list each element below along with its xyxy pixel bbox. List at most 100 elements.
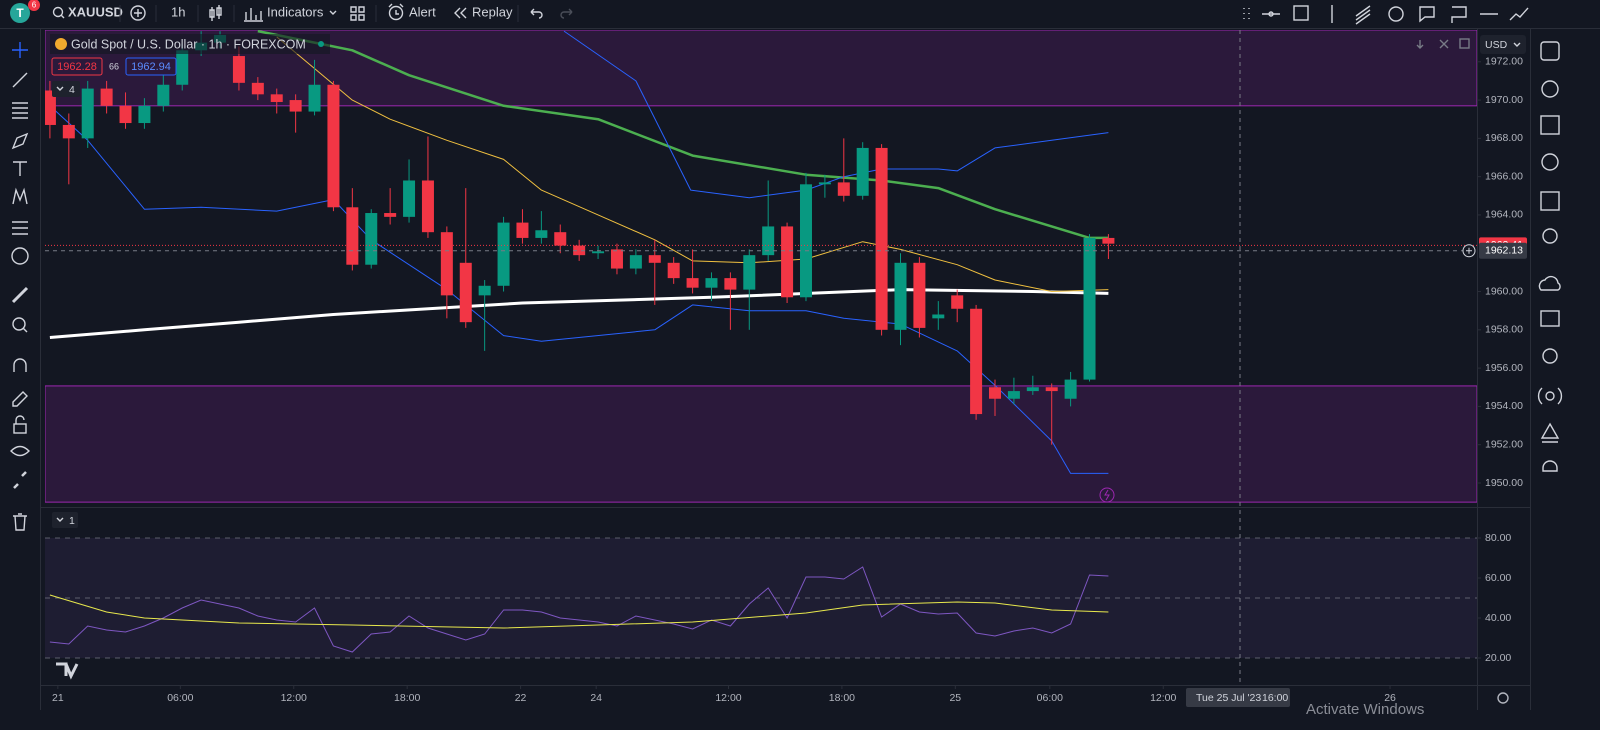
left-toolbar [10,29,41,730]
public-chats[interactable] [1542,348,1558,364]
x-tick-label: 26 [1384,692,1396,704]
event-icon[interactable] [1099,487,1115,503]
y-tick-label: 80.00 [1485,532,1511,544]
currency[interactable]: USD [1485,39,1508,51]
alerts[interactable] [1541,80,1559,98]
settings[interactable] [1497,692,1509,704]
candle-body [365,213,378,265]
ruler[interactable] [11,286,29,304]
crosshair-date-box [1186,688,1290,707]
link[interactable] [13,471,27,489]
candle-body [818,182,831,185]
calendar[interactable] [1540,191,1560,211]
lock [15,415,25,424]
notifications[interactable] [1542,460,1558,472]
y-tick-label: 60.00 [1485,572,1511,584]
lock[interactable] [13,423,27,434]
x-tick-label: 22 [515,692,527,704]
maximize-pane[interactable] [1459,38,1470,49]
zoom[interactable] [12,317,26,331]
flag[interactable] [1451,6,1467,23]
pine-editor[interactable] [1540,422,1560,443]
replay[interactable]: Replay [472,4,513,19]
channel[interactable] [1355,5,1371,25]
candle-body [1026,387,1039,392]
add-alert [1466,247,1472,254]
candle-body [970,308,983,415]
layouts[interactable] [350,6,365,21]
candle-body [856,147,869,196]
watchlist[interactable] [1540,41,1560,61]
candle-body [403,180,416,217]
sidebar-bg [1530,29,1600,730]
add-symbol[interactable] [130,5,146,21]
symbol[interactable]: XAUUSD [68,4,123,19]
y-tick-label: 1958.00 [1485,324,1523,336]
pattern-tool[interactable] [12,187,28,205]
ideas[interactable] [1542,228,1558,244]
candle-body [346,207,359,265]
avatar[interactable] [10,3,30,23]
legend-bg [50,34,330,54]
indicators-icon[interactable] [244,8,263,22]
circle-tool[interactable] [1388,6,1404,22]
brush[interactable] [11,132,29,150]
rectangle-tool[interactable] [1293,5,1309,21]
y-tick-label: 1952.00 [1485,438,1523,450]
indicator-toggle[interactable] [52,81,80,97]
interval[interactable]: 1h [171,4,185,19]
pane-toggle[interactable] [52,512,78,528]
eye[interactable] [10,445,30,457]
undo[interactable] [530,8,543,19]
candle-body [837,182,850,196]
chats[interactable] [1540,310,1560,327]
prediction-tool[interactable] [12,221,28,235]
indicator-count: 4 [69,84,75,96]
emoji[interactable] [11,247,29,265]
bid[interactable]: 1962.28 [57,61,97,73]
chevron[interactable] [329,10,337,15]
data-window[interactable] [1540,115,1560,135]
candle-body [251,82,264,95]
candle-body [270,94,283,102]
path-tool[interactable] [1509,7,1529,21]
search-icon[interactable] [52,6,64,18]
redo[interactable] [560,8,573,19]
trend-line[interactable] [12,72,28,88]
pane-count: 1 [69,515,75,527]
hotlists[interactable] [1541,153,1559,171]
replay-icon[interactable] [454,7,467,19]
streams[interactable] [1538,275,1561,291]
broadcast[interactable] [1545,391,1555,401]
rsi-pane [45,537,1477,659]
candle-body [705,278,718,288]
trash[interactable] [13,513,27,531]
x-tick-label: 21 [52,692,64,704]
rsi-line [49,594,1109,629]
fib-tool[interactable] [12,102,28,119]
ask-box[interactable] [125,57,177,76]
chart-type[interactable] [209,5,222,21]
crosshair-tool[interactable] [12,42,28,58]
plot [45,537,1477,659]
candle-body [1064,379,1077,399]
pane-buttons[interactable] [1416,39,1449,49]
alert-icon[interactable] [388,5,404,21]
bid-box[interactable] [51,57,103,76]
y-tick-label: 1966.00 [1485,170,1523,182]
text-tool[interactable] [13,161,27,176]
pencil[interactable] [12,391,28,407]
candle-body [100,88,113,106]
candle-body [45,90,56,125]
candle-body [592,251,605,254]
magnet[interactable] [13,358,27,372]
candle-body [648,255,661,263]
market-status [318,41,324,47]
alert[interactable]: Alert [409,4,436,19]
callout[interactable] [1419,6,1435,23]
indicators[interactable]: Indicators [267,4,324,19]
currency-box[interactable] [1480,35,1526,54]
ask[interactable]: 1962.94 [131,61,171,73]
